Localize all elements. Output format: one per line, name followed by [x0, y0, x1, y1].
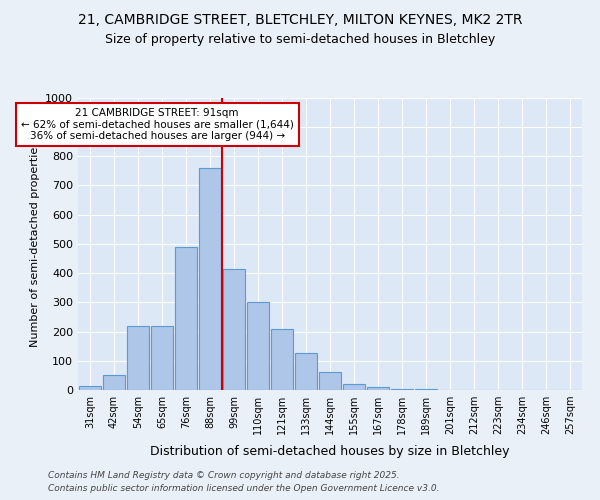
Bar [175, 246, 197, 390]
Text: Contains public sector information licensed under the Open Government Licence v3: Contains public sector information licen… [48, 484, 439, 493]
Bar [271, 328, 293, 390]
Bar [319, 372, 341, 390]
Text: Size of property relative to semi-detached houses in Bletchley: Size of property relative to semi-detach… [105, 32, 495, 46]
X-axis label: Distribution of semi-detached houses by size in Bletchley: Distribution of semi-detached houses by … [150, 446, 510, 458]
Bar [223, 268, 245, 390]
Bar [103, 376, 125, 390]
Bar [367, 387, 389, 390]
Bar [199, 168, 221, 390]
Bar [343, 384, 365, 390]
Text: 21, CAMBRIDGE STREET, BLETCHLEY, MILTON KEYNES, MK2 2TR: 21, CAMBRIDGE STREET, BLETCHLEY, MILTON … [78, 12, 522, 26]
Y-axis label: Number of semi-detached properties: Number of semi-detached properties [29, 141, 40, 347]
Bar [127, 326, 149, 390]
Text: 21 CAMBRIDGE STREET: 91sqm
← 62% of semi-detached houses are smaller (1,644)
36%: 21 CAMBRIDGE STREET: 91sqm ← 62% of semi… [21, 108, 293, 141]
Bar [151, 326, 173, 390]
Bar [391, 388, 413, 390]
Bar [247, 302, 269, 390]
Bar [79, 386, 101, 390]
Bar [295, 354, 317, 390]
Text: Contains HM Land Registry data © Crown copyright and database right 2025.: Contains HM Land Registry data © Crown c… [48, 471, 400, 480]
